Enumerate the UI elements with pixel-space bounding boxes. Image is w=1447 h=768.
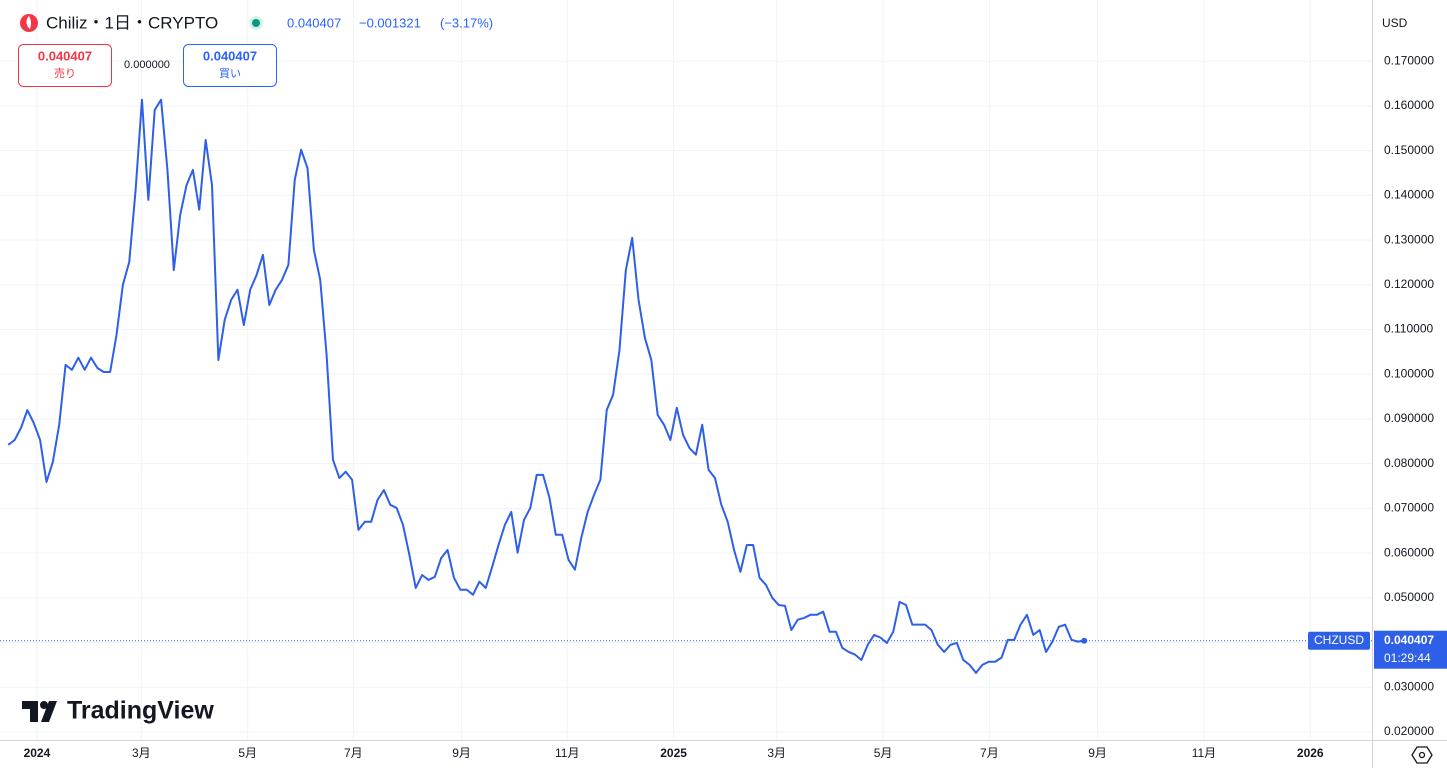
sell-label: 売り	[54, 67, 76, 80]
countdown-label: 01:29:44	[1384, 651, 1431, 665]
x-tick-label: 2026	[1297, 746, 1324, 760]
buy-price: 0.040407	[203, 48, 257, 63]
logo-icon	[22, 701, 57, 722]
x-tick-label: 9月	[452, 746, 471, 760]
price-label: 0.040407	[1384, 633, 1434, 647]
y-tick-label: 0.060000	[1384, 545, 1434, 559]
symbol-label: CHZUSD	[1314, 633, 1364, 647]
y-tick-label: 0.160000	[1384, 98, 1434, 112]
plot	[0, 98, 1372, 674]
price-change: −0.001321	[359, 15, 421, 30]
x-tick-label: 2025	[660, 746, 687, 760]
y-tick-label: 0.120000	[1384, 277, 1434, 291]
symbol-label-box	[1308, 631, 1370, 650]
x-tick-label: 7月	[344, 746, 363, 760]
y-tick-label: 0.020000	[1384, 724, 1434, 738]
time-scale	[0, 740, 1372, 768]
price-label-box	[1374, 630, 1447, 669]
x-tick-label: 5月	[874, 746, 893, 760]
x-tick-label: 7月	[980, 746, 999, 760]
y-tick-label: 0.140000	[1384, 188, 1434, 202]
y-tick-label: 0.150000	[1384, 143, 1434, 157]
grid	[0, 0, 1372, 740]
x-tick-label: 3月	[132, 746, 151, 760]
buy-label: 買い	[219, 67, 241, 80]
logo: TradingView	[67, 697, 214, 725]
y-tick-label: 0.110000	[1384, 322, 1433, 336]
symbol-icon-glyph	[26, 16, 31, 29]
y-unit: USD	[1382, 16, 1408, 30]
y-tick-label: 0.070000	[1384, 501, 1434, 515]
y-tick-label: 0.050000	[1384, 590, 1434, 604]
sell-button[interactable]	[18, 44, 112, 87]
y-tick-label: 0.090000	[1384, 411, 1434, 425]
x-tick-label: 11月	[1192, 746, 1216, 760]
x-tick-label: 9月	[1088, 746, 1107, 760]
x-tick-label: 2024	[24, 746, 51, 760]
y-tick-label: 0.030000	[1384, 679, 1434, 693]
spread: 0.000000	[124, 59, 170, 71]
x-tick-label: 3月	[767, 746, 786, 760]
y-tick-label: 0.100000	[1384, 366, 1434, 380]
buy-button[interactable]	[183, 44, 277, 87]
market-status-dot	[252, 19, 260, 27]
settings-button[interactable]	[1411, 746, 1433, 764]
sell-price: 0.040407	[38, 48, 92, 63]
logo-icon-dot	[40, 701, 48, 709]
price-change-pct: (−3.17%)	[440, 15, 493, 30]
x-tick-label: 5月	[238, 746, 257, 760]
y-tick-label: 0.080000	[1384, 456, 1434, 470]
y-tick-label: 0.170000	[1384, 53, 1434, 67]
price-line	[7, 98, 1085, 674]
y-tick-label: 0.130000	[1384, 232, 1434, 246]
symbol-title: Chiliz・1日・CRYPTO	[46, 13, 218, 32]
axes: 0.0200000.0300000.0400000.0500000.060000…	[24, 53, 1447, 760]
x-tick-label: 11月	[555, 746, 579, 760]
last-price: 0.040407	[287, 15, 341, 30]
settings-icon	[1418, 751, 1426, 759]
last-point	[1081, 637, 1088, 644]
